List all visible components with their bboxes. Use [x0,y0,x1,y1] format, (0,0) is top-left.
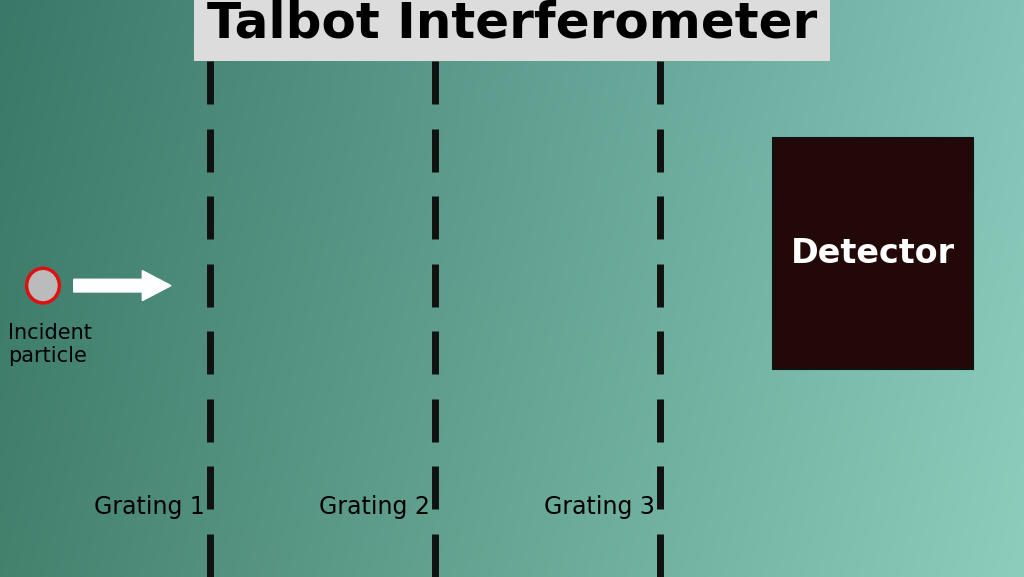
Text: Incident
particle: Incident particle [8,323,92,366]
Text: Grating 3: Grating 3 [545,495,655,519]
Bar [773,138,973,369]
Text: Grating 1: Grating 1 [94,495,205,519]
FancyArrow shape [74,271,171,301]
Text: Detector: Detector [791,237,955,271]
Text: Talbot Interferometer: Talbot Interferometer [207,0,817,48]
Ellipse shape [27,268,59,303]
Text: Grating 2: Grating 2 [319,495,430,519]
